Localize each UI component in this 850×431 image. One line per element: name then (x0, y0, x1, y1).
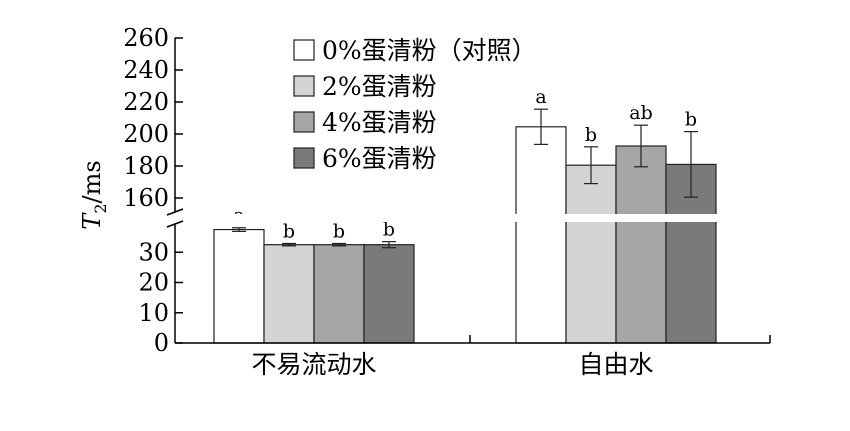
significance-letter: a (535, 86, 546, 108)
significance-letter: b (585, 124, 597, 146)
legend-label: 0%蛋清粉（对照） (322, 36, 537, 65)
axis-break-mark (166, 208, 184, 216)
bar (615, 145, 667, 344)
axis-break-mark (166, 220, 184, 228)
significance-letter: b (283, 220, 295, 242)
legend-label: 6%蛋清粉 (322, 144, 437, 173)
y-axis-label: T2/ms (78, 160, 110, 229)
legend-swatch (293, 147, 315, 169)
y-tick-label: 180 (123, 152, 169, 180)
y-axis-label-unit: /ms (78, 160, 106, 203)
y-tick-label: 30 (138, 238, 169, 266)
significance-letter: ab (629, 102, 653, 124)
bars-layer: aabbbabbb (213, 86, 717, 344)
x-category-label: 自由水 (578, 350, 653, 379)
y-tick-label: 20 (138, 269, 169, 297)
significance-letter: b (333, 220, 345, 242)
legend: 0%蛋清粉（对照） 2%蛋清粉 4%蛋清粉 6%蛋清粉 (293, 36, 537, 173)
legend-swatch (293, 111, 315, 133)
y-tick-label: 160 (123, 184, 169, 212)
y-axis-label-main: T (78, 212, 106, 230)
bar (565, 164, 617, 344)
y-tick-label: 260 (123, 24, 169, 52)
legend-swatch (293, 39, 315, 61)
bar (363, 244, 415, 344)
legend-label: 2%蛋清粉 (322, 72, 437, 101)
axis-break-band (169, 214, 776, 222)
y-tick-label: 220 (123, 88, 169, 116)
y-tick-label: 240 (123, 56, 169, 84)
bar (263, 244, 315, 344)
bar (313, 244, 365, 344)
y-tick-label: 200 (123, 120, 169, 148)
bar (213, 228, 265, 344)
bar (515, 126, 567, 344)
x-category-label: 不易流动水 (251, 350, 376, 379)
y-tick-label: 0 (154, 329, 169, 357)
y-tick-label: 10 (138, 299, 169, 327)
legend-label: 4%蛋清粉 (322, 108, 437, 137)
legend-swatch (293, 75, 315, 97)
significance-letter: b (383, 219, 395, 241)
y-axis-label-subscript: 2 (91, 203, 110, 213)
significance-letter: b (685, 109, 697, 131)
